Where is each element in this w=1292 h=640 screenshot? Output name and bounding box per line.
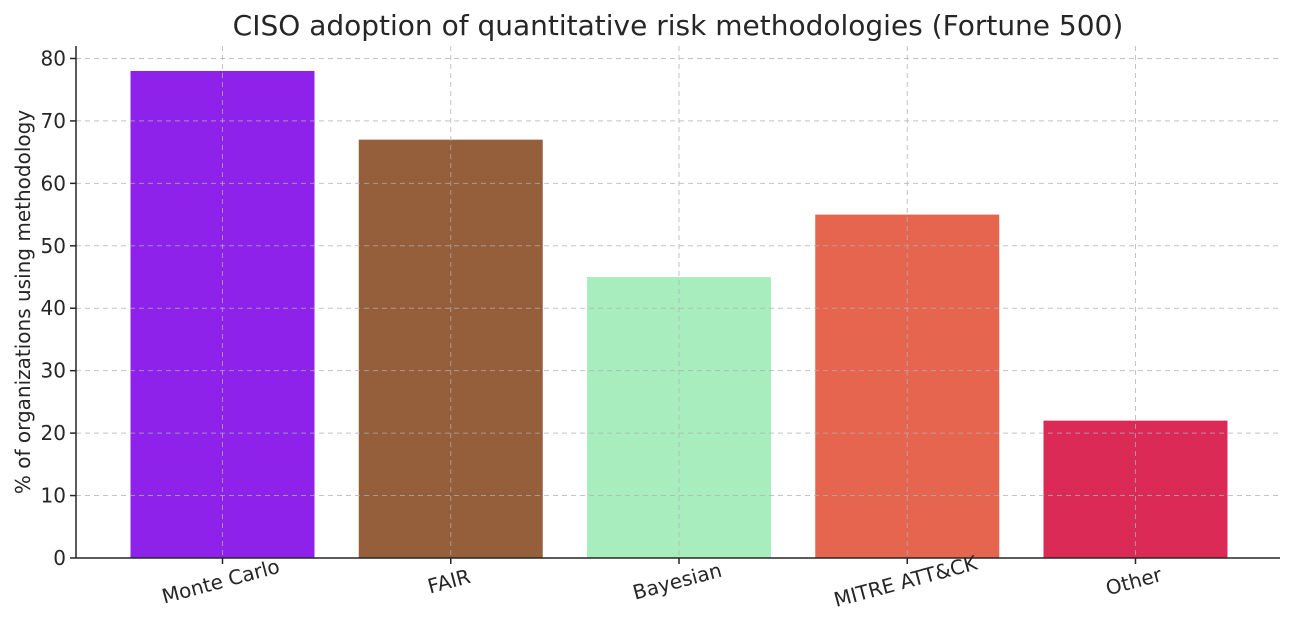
x-tick-label: MITRE ATT&CK bbox=[831, 550, 980, 611]
y-tick-label: 20 bbox=[41, 421, 66, 445]
axes bbox=[70, 46, 1280, 564]
chart-title: CISO adoption of quantitative risk metho… bbox=[233, 9, 1124, 42]
y-tick-labels: 0 10 20 30 40 50 60 70 80 bbox=[41, 46, 66, 570]
bars bbox=[130, 70, 1228, 558]
y-axis-label: % of organizations using methodology bbox=[11, 110, 35, 494]
y-tick-label: 40 bbox=[41, 296, 66, 320]
y-tick-label: 80 bbox=[41, 46, 66, 70]
x-tick-label: Bayesian bbox=[630, 558, 724, 605]
y-tick-label: 70 bbox=[41, 109, 66, 133]
y-tick-label: 0 bbox=[53, 546, 66, 570]
bar-monte-carlo bbox=[130, 70, 315, 558]
x-tick-label: Other bbox=[1103, 562, 1165, 600]
y-tick-label: 50 bbox=[41, 234, 66, 258]
y-tick-label: 10 bbox=[41, 484, 66, 508]
x-tick-label: Monte Carlo bbox=[159, 554, 282, 608]
y-tick-label: 30 bbox=[41, 359, 66, 383]
x-tick-label: FAIR bbox=[425, 564, 473, 598]
y-tick-label: 60 bbox=[41, 171, 66, 195]
x-tick-labels: Monte Carlo FAIR Bayesian MITRE ATT&CK Other bbox=[159, 550, 1165, 611]
